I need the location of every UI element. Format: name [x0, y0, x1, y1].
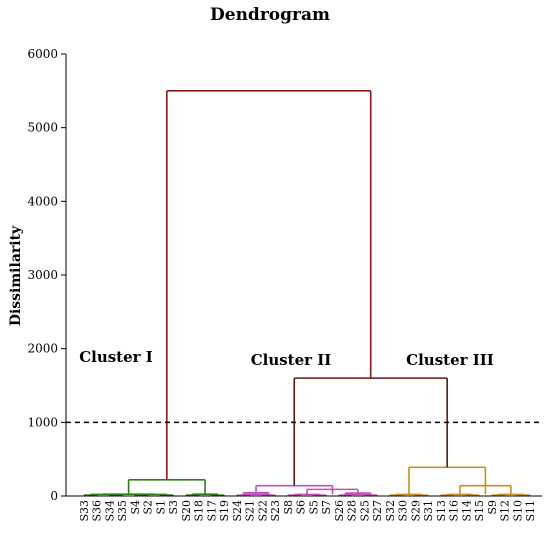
leaf-label: S7: [320, 500, 333, 515]
leaf-label: S21: [244, 500, 257, 522]
leaf-label: S13: [435, 500, 448, 522]
leaf-label: S17: [205, 500, 218, 522]
leaf-label: S28: [346, 500, 359, 522]
leaf-label: S14: [460, 500, 473, 522]
leaf-label: S11: [524, 500, 537, 522]
leaf-label: S10: [511, 500, 524, 522]
chart-title: Dendrogram: [210, 5, 330, 25]
leaf-label: S9: [486, 500, 499, 515]
leaf-label: S15: [473, 500, 486, 522]
leaf-label: S1: [154, 500, 167, 515]
y-tick-label: 1000: [27, 415, 58, 429]
x-axis-ticks: S33 S36 S34 S35 S4 S2 S1 S3 S20 S18 S17 S19 S24 S21 S2…: [78, 500, 537, 522]
leaf-label: S31: [422, 500, 435, 522]
leaf-label: S29: [409, 500, 422, 522]
leaf-label: S26: [333, 500, 346, 522]
leaf-label: S32: [384, 500, 397, 522]
leaf-label: S3: [167, 500, 180, 515]
leaf-label: S22: [256, 500, 269, 522]
dendrogram-branches: [83, 90, 531, 496]
leaf-label: S23: [269, 500, 282, 522]
leaf-label: S6: [295, 500, 308, 515]
leaf-label: S16: [448, 500, 461, 522]
leaf-label: S36: [91, 500, 104, 522]
leaf-label: S4: [129, 500, 142, 515]
cluster-label: Cluster III: [406, 351, 494, 369]
cluster-labels: Cluster I Cluster II Cluster III: [79, 348, 494, 369]
cluster-label: Cluster I: [79, 348, 153, 366]
y-axis-ticks: 0 1000 2000 3000 4000 5000 6000: [27, 47, 66, 503]
leaf-label: S25: [358, 500, 371, 522]
leaf-label: S33: [78, 500, 91, 522]
leaf-label: S12: [499, 500, 512, 522]
leaf-label: S35: [116, 500, 129, 522]
y-tick-label: 5000: [27, 121, 58, 135]
leaf-label: S34: [103, 500, 116, 522]
leaf-label: S24: [231, 500, 244, 522]
y-tick-label: 4000: [27, 194, 58, 208]
leaf-label: S19: [218, 500, 231, 522]
leaf-label: S20: [180, 500, 193, 522]
leaf-label: S2: [142, 500, 155, 515]
y-axis-label: Dissimilarity: [8, 225, 24, 326]
leaf-label: S8: [282, 500, 295, 515]
leaf-label: S18: [193, 500, 206, 522]
plot-axes: [65, 54, 542, 497]
y-tick-label: 2000: [27, 342, 58, 356]
y-tick-label: 3000: [27, 268, 58, 282]
leaf-label: S5: [307, 500, 320, 515]
leaf-label: S27: [371, 500, 384, 522]
cluster-label: Cluster II: [251, 351, 332, 369]
leaf-label: S30: [397, 500, 410, 522]
y-tick-label: 6000: [27, 47, 58, 61]
y-tick-label: 0: [50, 489, 58, 503]
